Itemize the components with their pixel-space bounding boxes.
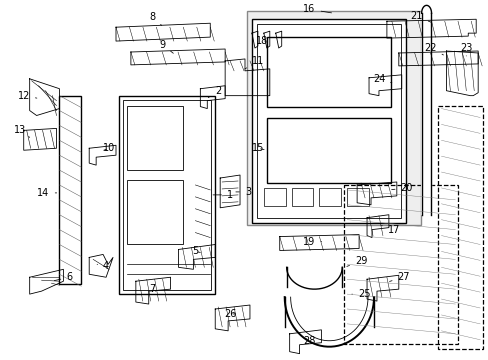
Text: 13: 13 — [14, 125, 30, 137]
Text: 14: 14 — [38, 188, 57, 198]
Text: 7: 7 — [149, 284, 156, 294]
Text: 12: 12 — [18, 91, 37, 101]
Text: 27: 27 — [389, 272, 409, 282]
Bar — [319, 188, 341, 206]
Polygon shape — [421, 3, 431, 215]
Bar — [266, 37, 390, 107]
Bar — [291, 188, 313, 206]
Bar — [251, 19, 405, 223]
Text: 17: 17 — [381, 225, 399, 235]
Bar — [438, 105, 482, 349]
Text: 5: 5 — [192, 247, 200, 256]
Text: 9: 9 — [159, 40, 173, 53]
Bar — [127, 180, 183, 244]
Bar — [266, 118, 390, 183]
Text: 29: 29 — [346, 256, 366, 266]
Text: 4: 4 — [97, 261, 109, 271]
Text: 19: 19 — [303, 237, 321, 247]
Text: 8: 8 — [149, 12, 161, 25]
Text: 15: 15 — [251, 143, 264, 153]
Bar — [122, 100, 211, 290]
Bar — [127, 105, 183, 170]
Text: 24: 24 — [372, 74, 391, 84]
Bar — [264, 188, 285, 206]
Bar — [346, 188, 368, 206]
Bar — [344, 185, 457, 344]
Bar — [119, 96, 215, 294]
Text: 2: 2 — [208, 86, 221, 98]
Text: 28: 28 — [303, 336, 315, 346]
Text: 10: 10 — [102, 143, 115, 153]
Text: 1: 1 — [213, 190, 233, 200]
Text: 22: 22 — [424, 43, 443, 55]
Text: 3: 3 — [235, 187, 250, 197]
Text: 18: 18 — [255, 36, 267, 46]
Text: 21: 21 — [409, 11, 430, 22]
Text: 23: 23 — [459, 43, 471, 56]
Bar — [246, 11, 420, 225]
Bar — [60, 96, 81, 284]
Text: 20: 20 — [391, 183, 412, 193]
Text: 25: 25 — [351, 289, 369, 299]
Bar — [256, 24, 400, 218]
Text: 6: 6 — [54, 272, 72, 282]
Text: 26: 26 — [224, 309, 236, 319]
Text: 16: 16 — [303, 4, 331, 14]
Text: 11: 11 — [244, 56, 264, 69]
